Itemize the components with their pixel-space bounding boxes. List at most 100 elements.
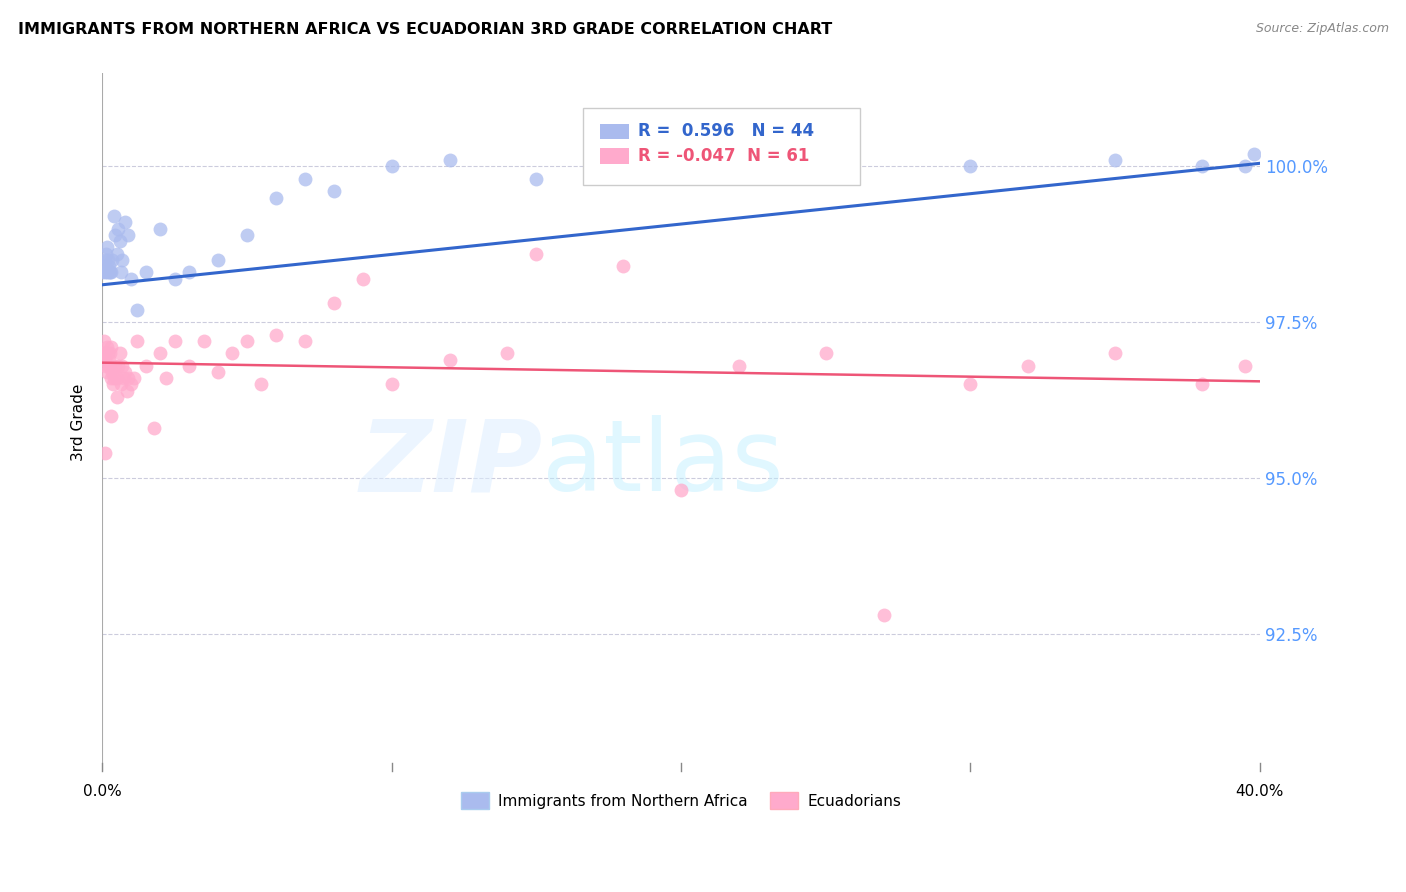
Point	[177, 359, 200, 373]
Point	[959, 160, 981, 174]
Point	[96, 265, 118, 279]
Text: atlas: atlas	[543, 415, 783, 512]
Point	[98, 265, 121, 279]
Point	[221, 346, 243, 360]
Point	[100, 340, 122, 354]
Point	[98, 259, 121, 273]
Point	[103, 209, 125, 223]
Point	[98, 352, 121, 367]
Point	[381, 377, 404, 392]
Point	[100, 371, 122, 385]
Point	[524, 246, 547, 260]
Point	[294, 334, 316, 348]
Point	[105, 371, 128, 385]
Point	[101, 252, 124, 267]
Text: 40.0%: 40.0%	[1236, 784, 1284, 799]
Point	[93, 252, 115, 267]
Point	[105, 246, 128, 260]
Point	[1243, 147, 1265, 161]
Point	[155, 371, 177, 385]
Point	[100, 265, 122, 279]
Point	[94, 265, 117, 279]
Legend: Immigrants from Northern Africa, Ecuadorians: Immigrants from Northern Africa, Ecuador…	[456, 786, 907, 815]
Point	[612, 160, 634, 174]
Point	[97, 252, 120, 267]
Point	[177, 265, 200, 279]
Point	[1017, 359, 1039, 373]
Point	[959, 377, 981, 392]
Point	[94, 346, 117, 360]
Point	[135, 265, 157, 279]
Point	[96, 365, 118, 379]
Text: ZIP: ZIP	[359, 415, 543, 512]
Point	[94, 246, 117, 260]
Point	[207, 252, 229, 267]
Point	[135, 359, 157, 373]
Point	[97, 359, 120, 373]
Point	[104, 359, 127, 373]
Point	[108, 346, 131, 360]
Point	[1191, 160, 1213, 174]
Text: R =  0.596   N = 44: R = 0.596 N = 44	[638, 122, 814, 140]
Point	[117, 371, 139, 385]
Point	[439, 352, 461, 367]
Point	[94, 359, 117, 373]
FancyBboxPatch shape	[582, 108, 860, 185]
Point	[612, 259, 634, 273]
Point	[1234, 160, 1257, 174]
Point	[381, 160, 404, 174]
Point	[439, 153, 461, 168]
Point	[111, 252, 134, 267]
Point	[814, 153, 837, 168]
Point	[125, 302, 148, 317]
Point	[91, 265, 114, 279]
Point	[1104, 153, 1126, 168]
Text: R = -0.047  N = 61: R = -0.047 N = 61	[638, 147, 810, 165]
Point	[264, 190, 287, 204]
Point	[236, 334, 259, 348]
Point	[322, 185, 344, 199]
Point	[110, 377, 132, 392]
Point	[264, 327, 287, 342]
Point	[91, 346, 114, 360]
Point	[163, 334, 186, 348]
Point	[104, 227, 127, 242]
Point	[110, 265, 132, 279]
Point	[149, 346, 172, 360]
Point	[100, 409, 122, 423]
Point	[1191, 377, 1213, 392]
Text: Source: ZipAtlas.com: Source: ZipAtlas.com	[1256, 22, 1389, 36]
Point	[669, 483, 692, 498]
Y-axis label: 3rd Grade: 3rd Grade	[72, 384, 86, 460]
Point	[93, 259, 115, 273]
Point	[105, 390, 128, 404]
Point	[149, 221, 172, 235]
Point	[114, 365, 136, 379]
Point	[125, 334, 148, 348]
Point	[97, 265, 120, 279]
Point	[120, 271, 142, 285]
Point	[236, 227, 259, 242]
Point	[94, 446, 117, 460]
Point	[524, 172, 547, 186]
Point	[669, 160, 692, 174]
Point	[122, 371, 145, 385]
Point	[111, 359, 134, 373]
Point	[96, 340, 118, 354]
Point	[107, 359, 129, 373]
Point	[112, 371, 135, 385]
Point	[1104, 346, 1126, 360]
Point	[143, 421, 166, 435]
Point	[728, 359, 751, 373]
Point	[814, 346, 837, 360]
Point	[98, 346, 121, 360]
Point	[93, 334, 115, 348]
Point	[114, 215, 136, 229]
Point	[107, 221, 129, 235]
Point	[120, 377, 142, 392]
Point	[108, 234, 131, 248]
Point	[250, 377, 273, 392]
Point	[352, 271, 374, 285]
Point	[163, 271, 186, 285]
Point	[117, 227, 139, 242]
